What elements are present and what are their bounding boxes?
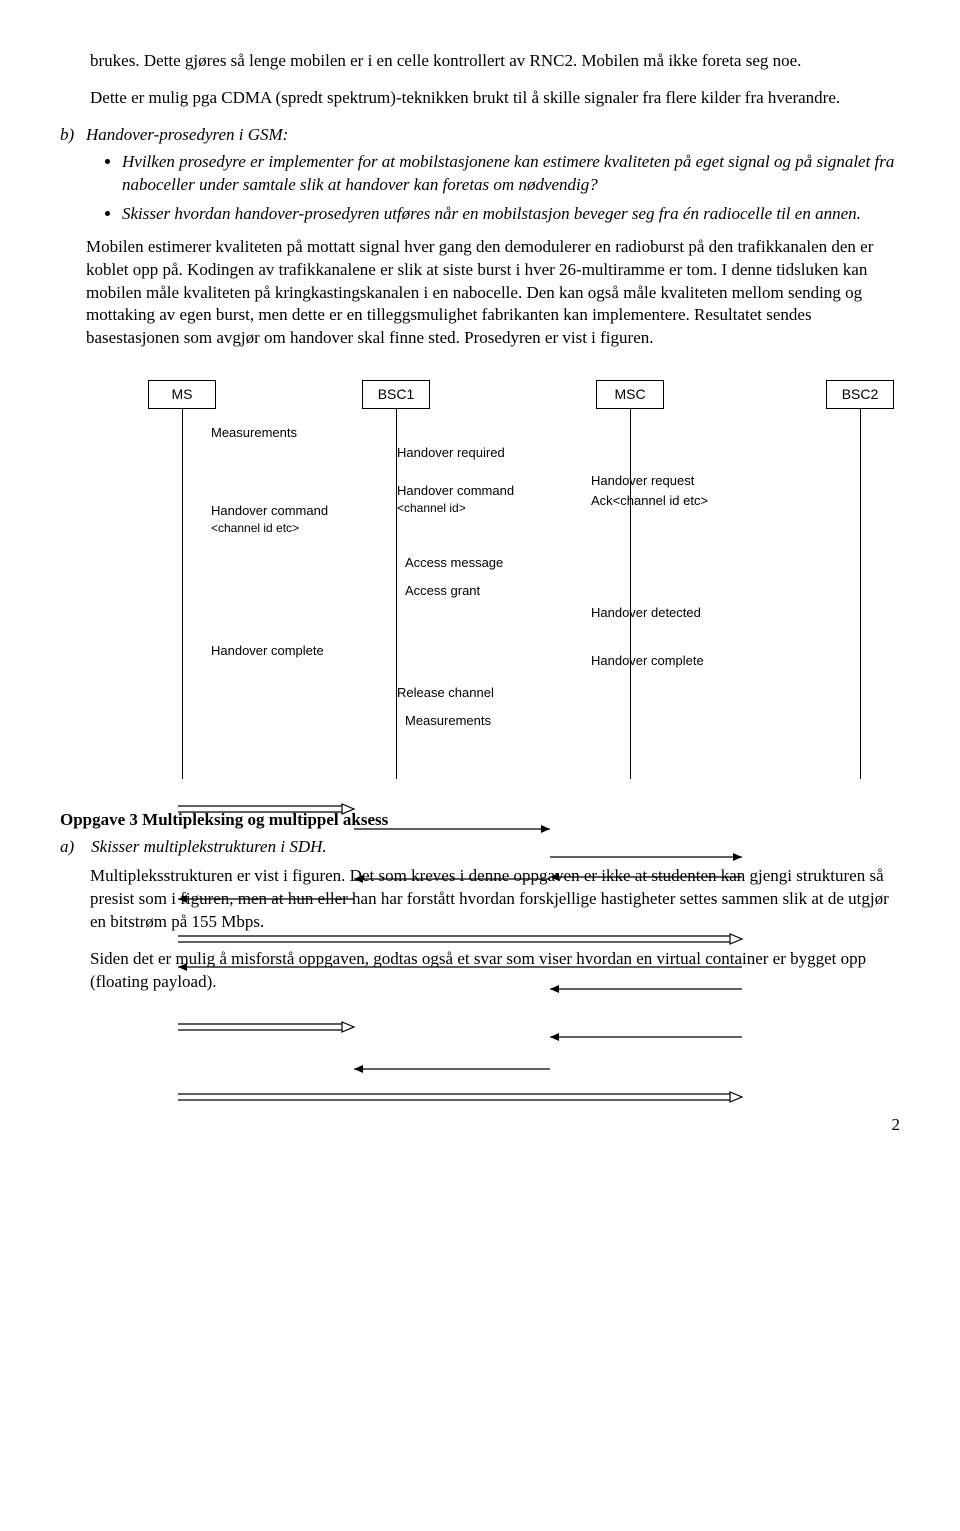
- task3-a-label: a): [60, 837, 74, 856]
- message-label: Handover complete: [591, 652, 704, 670]
- message-sublabel: <channel id>: [397, 500, 514, 516]
- intro-paragraph-1: brukes. Dette gjøres så lenge mobilen er…: [90, 50, 900, 73]
- message-label: Handover request: [591, 472, 694, 490]
- lifeline: [396, 409, 397, 779]
- section-b-title: Handover-prosedyren i GSM:: [86, 124, 900, 147]
- message-label: Measurements: [405, 712, 491, 730]
- message-label: Handover command<channel id etc>: [211, 502, 328, 536]
- actor-msc: MSC: [596, 380, 664, 779]
- section-b-body: Mobilen estimerer kvaliteten på mottatt …: [86, 236, 900, 351]
- intro-paragraph-2: Dette er mulig pga CDMA (spredt spektrum…: [90, 87, 900, 110]
- message-label: Release channel: [397, 684, 494, 702]
- actor-bsc2: BSC2: [826, 380, 894, 779]
- message-label: Measurements: [211, 424, 297, 442]
- section-b-label: b): [60, 124, 86, 350]
- message-label: Ack<channel id etc>: [591, 492, 708, 510]
- message-label: Handover complete: [211, 642, 324, 660]
- message-label: Access grant: [405, 582, 480, 600]
- actor-ms: MS: [148, 380, 216, 779]
- section-b-bullet-1: Hvilken prosedyre er implementer for at …: [122, 151, 900, 197]
- actor-box: BSC1: [362, 380, 430, 409]
- section-b: b) Handover-prosedyren i GSM: Hvilken pr…: [60, 124, 900, 350]
- lifeline: [630, 409, 631, 779]
- section-b-bullet-2: Skisser hvordan handover-prosedyren utfø…: [122, 203, 900, 226]
- message-sublabel: <channel id etc>: [211, 520, 328, 536]
- lifeline: [860, 409, 861, 779]
- message-label: Access message: [405, 554, 503, 572]
- message-label: Handover detected: [591, 604, 701, 622]
- handover-sequence-diagram: MS BSC1 MSC BSC2 Measurements Handover requi…: [130, 380, 900, 779]
- message-label: Handover required: [397, 444, 505, 462]
- actor-box: BSC2: [826, 380, 894, 409]
- actor-box: MSC: [596, 380, 664, 409]
- message-label: Handover command<channel id>: [397, 482, 514, 516]
- section-b-bullets: Hvilken prosedyre er implementer for at …: [86, 151, 900, 226]
- actor-box: MS: [148, 380, 216, 409]
- lifeline: [182, 409, 183, 779]
